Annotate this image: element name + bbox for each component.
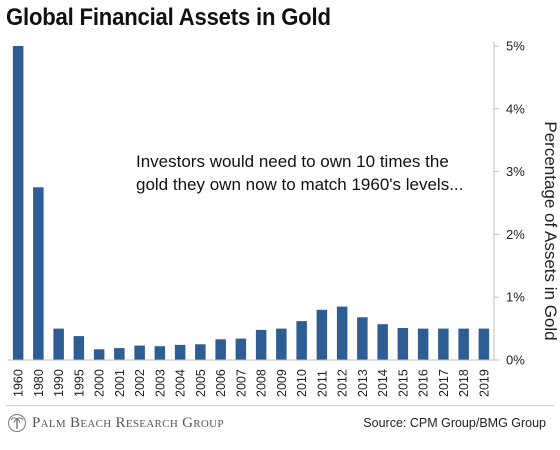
x-tick-label: 2006 [214,369,228,397]
palm-tree-logo-icon [8,414,26,432]
annotation-text: Investors would need to own 10 times the… [136,152,464,194]
bar-2016 [417,328,429,360]
x-tick-label: 2018 [457,369,471,397]
x-tick-label: 1960 [12,369,26,397]
chart-title: Global Financial Assets in Gold [6,4,331,31]
bar-2007 [235,338,247,360]
y-tick-label: 5% [506,39,525,54]
bars-group [12,46,490,360]
x-tick-label: 2016 [417,369,431,397]
y-tick-label: 2% [506,227,525,242]
bar-2010 [296,321,307,360]
bar-1960 [12,46,24,360]
x-tick-label: 2005 [194,369,208,397]
bar-1980 [33,187,44,360]
x-tick-label: 2008 [255,369,269,397]
x-tick-label: 2011 [315,370,329,397]
x-tick-label: 2007 [234,369,248,397]
bar-2000 [93,349,105,360]
y-axis-title: Percentage of Assets in Gold [541,121,560,340]
y-axis: 0% 1% 2% 3% 4% 5% [8,39,525,368]
bar-2001 [114,348,125,360]
bar-2003 [154,346,166,360]
brand-name: Palm Beach Research Group [32,414,224,431]
bar-chart: 1960 1980 1990 1995 2000 2001 2002 2003 2004 2005… [8,39,560,397]
y-tick-label: 1% [506,290,525,305]
bar-1995 [73,336,85,360]
x-tick-label: 2002 [133,369,147,397]
brand-block: Palm Beach Research Group [8,412,224,434]
x-tick-label: 2003 [153,369,167,397]
x-tick-label: 2009 [275,369,289,397]
x-tick-label: 2010 [295,369,309,397]
y-tick-label: 3% [506,164,525,179]
x-tick-label: 1995 [72,369,86,397]
y-tick-label: 0% [506,353,525,368]
x-tick-label: 2000 [93,369,107,397]
bar-2002 [134,345,145,360]
x-tick-label: 2017 [437,369,451,397]
x-tick-label: 2001 [113,369,127,397]
bar-2012 [336,306,348,360]
x-tick-label: 2019 [477,369,491,397]
bar-2004 [174,344,186,360]
bar-2009 [276,328,287,360]
x-tick-label: 2013 [356,369,370,397]
x-tick-label: 2015 [396,369,410,397]
x-tick-label: 1980 [32,369,46,397]
x-tick-labels: 1960 1980 1990 1995 2000 2001 2002 2003 2004 2005… [12,369,492,397]
bar-2013 [357,317,368,360]
bar-1990 [53,328,64,360]
bar-2017 [438,328,449,360]
x-tick-label: 2012 [336,369,350,397]
source-note: Source: CPM Group/BMG Group [363,416,546,430]
x-tick-label: 2014 [376,369,390,397]
bar-2019 [478,328,490,360]
footer-divider [6,405,554,406]
y-tick-label: 4% [506,101,525,116]
x-tick-label: 1990 [52,369,66,397]
bar-2005 [195,344,206,360]
bar-2011 [316,309,328,360]
bar-2006 [215,339,226,360]
bar-2008 [255,329,267,360]
x-tick-label: 2004 [174,369,188,397]
bar-2014 [377,324,388,360]
bar-2015 [397,328,409,360]
bar-2018 [458,328,469,360]
